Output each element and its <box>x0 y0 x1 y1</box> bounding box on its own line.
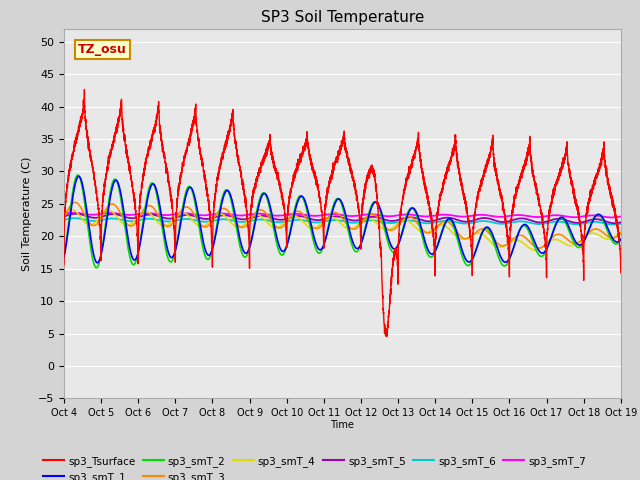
sp3_Tsurface <box>60 262 68 267</box>
sp3_smT_3 <box>189 210 197 216</box>
Line: sp3_smT_5: sp3_smT_5 <box>64 214 621 223</box>
Line: sp3_smT_6: sp3_smT_6 <box>64 218 621 225</box>
sp3_smT_7 <box>310 213 317 219</box>
sp3_smT_7 <box>612 214 620 220</box>
Line: sp3_Tsurface: sp3_Tsurface <box>64 89 621 336</box>
sp3_smT_7 <box>617 214 625 219</box>
sp3_smT_6 <box>617 221 625 227</box>
sp3_smT_2 <box>617 237 625 242</box>
sp3_smT_3 <box>617 230 625 236</box>
sp3_smT_6 <box>310 219 317 225</box>
sp3_smT_2 <box>310 239 317 245</box>
sp3_smT_4 <box>193 221 200 227</box>
sp3_smT_1 <box>189 190 197 195</box>
sp3_smT_5 <box>617 219 625 225</box>
sp3_smT_3 <box>612 234 620 240</box>
sp3_smT_3 <box>535 245 543 251</box>
sp3_smT_5 <box>60 214 68 219</box>
sp3_smT_2 <box>193 208 200 214</box>
sp3_Tsurface <box>617 270 625 276</box>
Legend: sp3_Tsurface, sp3_smT_1, sp3_smT_2, sp3_smT_3, sp3_smT_4, sp3_smT_5, sp3_smT_6, : sp3_Tsurface, sp3_smT_1, sp3_smT_2, sp3_… <box>39 452 590 480</box>
Line: sp3_smT_1: sp3_smT_1 <box>64 176 621 263</box>
sp3_smT_6 <box>270 219 278 225</box>
sp3_smT_7 <box>189 211 197 217</box>
sp3_smT_1 <box>193 202 200 208</box>
sp3_smT_5 <box>611 220 618 226</box>
sp3_smT_4 <box>189 218 197 224</box>
sp3_smT_3 <box>193 215 200 221</box>
Line: sp3_smT_2: sp3_smT_2 <box>64 175 621 268</box>
sp3_smT_4 <box>195 223 203 229</box>
Text: TZ_osu: TZ_osu <box>78 43 127 56</box>
sp3_smT_4 <box>531 247 539 253</box>
sp3_smT_4 <box>310 226 317 231</box>
sp3_smT_6 <box>612 222 620 228</box>
sp3_smT_5 <box>612 220 620 226</box>
sp3_smT_1 <box>612 239 620 245</box>
sp3_smT_1 <box>93 260 101 265</box>
sp3_smT_7 <box>608 215 616 220</box>
Line: sp3_smT_3: sp3_smT_3 <box>64 203 621 248</box>
Line: sp3_smT_4: sp3_smT_4 <box>64 209 621 250</box>
sp3_smT_5 <box>270 216 278 222</box>
sp3_smT_6 <box>610 222 618 228</box>
sp3_smT_1 <box>75 173 83 179</box>
sp3_smT_5 <box>310 217 317 223</box>
sp3_smT_7 <box>193 212 200 217</box>
sp3_smT_1 <box>195 218 203 224</box>
sp3_Tsurface <box>383 334 390 339</box>
sp3_smT_6 <box>71 216 79 221</box>
sp3_smT_2 <box>93 265 100 271</box>
sp3_smT_2 <box>270 228 278 234</box>
sp3_smT_4 <box>270 225 278 230</box>
sp3_smT_4 <box>617 229 625 235</box>
sp3_smT_1 <box>60 254 68 260</box>
sp3_Tsurface <box>189 121 197 127</box>
Line: sp3_smT_7: sp3_smT_7 <box>64 213 621 217</box>
sp3_smT_3 <box>60 215 68 220</box>
Title: SP3 Soil Temperature: SP3 Soil Temperature <box>260 10 424 25</box>
sp3_smT_7 <box>69 210 77 216</box>
sp3_smT_1 <box>310 233 317 239</box>
sp3_smT_6 <box>189 217 197 223</box>
sp3_smT_1 <box>270 222 278 228</box>
sp3_smT_5 <box>193 214 200 220</box>
sp3_smT_3 <box>270 222 278 228</box>
sp3_smT_2 <box>612 241 620 247</box>
sp3_smT_4 <box>67 206 75 212</box>
sp3_smT_6 <box>193 217 200 223</box>
sp3_Tsurface <box>195 143 203 148</box>
sp3_smT_2 <box>60 253 68 259</box>
sp3_smT_5 <box>189 213 197 219</box>
Y-axis label: Soil Temperature (C): Soil Temperature (C) <box>22 156 33 271</box>
sp3_smT_1 <box>617 236 625 242</box>
sp3_Tsurface <box>310 167 317 173</box>
sp3_smT_7 <box>195 212 203 218</box>
sp3_smT_3 <box>195 220 203 226</box>
sp3_smT_6 <box>60 217 68 223</box>
sp3_smT_5 <box>195 215 203 221</box>
sp3_smT_5 <box>72 211 80 216</box>
X-axis label: Time: Time <box>330 420 355 430</box>
sp3_Tsurface <box>612 216 620 222</box>
sp3_smT_3 <box>310 225 317 230</box>
sp3_smT_2 <box>189 193 197 199</box>
sp3_smT_6 <box>195 218 203 224</box>
sp3_smT_7 <box>60 211 68 216</box>
sp3_smT_7 <box>270 213 278 218</box>
sp3_smT_4 <box>60 212 68 217</box>
sp3_Tsurface <box>81 86 88 92</box>
sp3_smT_4 <box>612 233 620 239</box>
sp3_smT_2 <box>195 226 203 231</box>
sp3_smT_2 <box>74 172 82 178</box>
sp3_Tsurface <box>270 158 278 164</box>
sp3_Tsurface <box>193 115 200 121</box>
sp3_smT_3 <box>71 200 79 205</box>
